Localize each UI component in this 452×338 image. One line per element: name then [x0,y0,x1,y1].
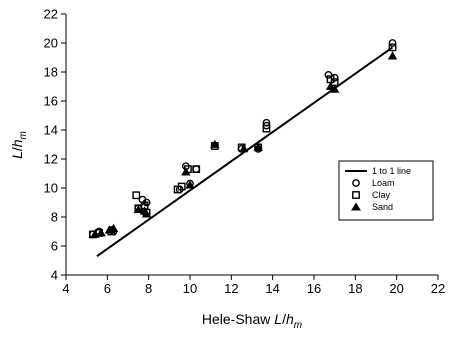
x-tick-label: 6 [104,281,111,296]
x-tick-label: 12 [224,281,238,296]
sand-point [139,206,150,215]
sand-point [253,142,263,151]
x-tick-label: 22 [431,281,445,296]
x-tick-label: 14 [265,281,279,296]
y-tick-label: 8 [51,210,58,225]
y-tick-label: 10 [44,181,58,196]
clay-point [388,43,397,52]
y-tick-label: 4 [51,268,58,283]
y-tick-label: 18 [44,65,58,80]
sand-point [239,144,249,153]
x-tick-label: 4 [62,281,69,296]
y-tick-label: 20 [44,36,58,51]
x-tick-label: 10 [183,281,197,296]
x-tick-label: 8 [145,281,152,296]
ticks-layer: 4 6 8 10 12 14 16 18 20 22 4 6 8 10 12 14 16 18 20 22 [44,7,446,297]
y-tick-label: 16 [44,94,58,109]
y-tick-label: 12 [44,152,58,167]
sand-point [210,139,220,148]
legend-circle-icon [352,179,360,187]
sand-point [108,223,119,233]
y-axis-title-h: h [9,139,25,147]
loam-point [388,39,397,47]
sand-point [96,228,106,237]
y-axis-title-sub: m [18,131,29,139]
legend-square-icon [352,191,360,199]
x-axis-title: Hele-Shaw L/hm [202,311,302,331]
legend-triangle-icon [351,202,361,211]
sand-point [329,84,340,93]
sand-point [185,180,195,189]
x-axis-title-sub: m [294,320,302,331]
clay-point [132,191,141,200]
x-axis-title-slash: / [282,311,286,327]
sand-point [133,204,144,214]
y-tick-label: 14 [44,123,58,138]
y-axis-title-var: L [9,151,25,159]
data-points-layer [88,39,398,239]
x-axis-title-h: h [286,311,294,327]
legend-label-loam: Loam [372,178,395,188]
clay-point [192,165,201,174]
sand-point [181,167,191,176]
legend-label-sand: Sand [372,202,393,212]
y-tick-label: 6 [51,239,58,254]
loam-point [192,165,201,174]
y-tick-label: 22 [44,7,58,22]
loam-point [330,73,339,82]
x-tick-label: 20 [389,281,403,296]
sand-point [387,51,398,60]
x-tick-label: 18 [348,281,362,296]
y-axis-title: L/hm [9,131,29,159]
legend-label-clay: Clay [372,190,391,200]
sand-point [325,81,336,90]
clay-point [262,124,271,133]
y-axis-title-slash: / [9,147,25,151]
loam-point [324,71,333,79]
legend-label-line: 1 to 1 line [372,166,411,176]
x-axis-title-prefix: Hele-Shaw [202,311,274,327]
x-tick-label: 16 [307,281,321,296]
clay-point [177,182,186,191]
legend: 1 to 1 line Loam Clay Sand [338,160,434,221]
x-axis-title-var: L [274,311,282,327]
